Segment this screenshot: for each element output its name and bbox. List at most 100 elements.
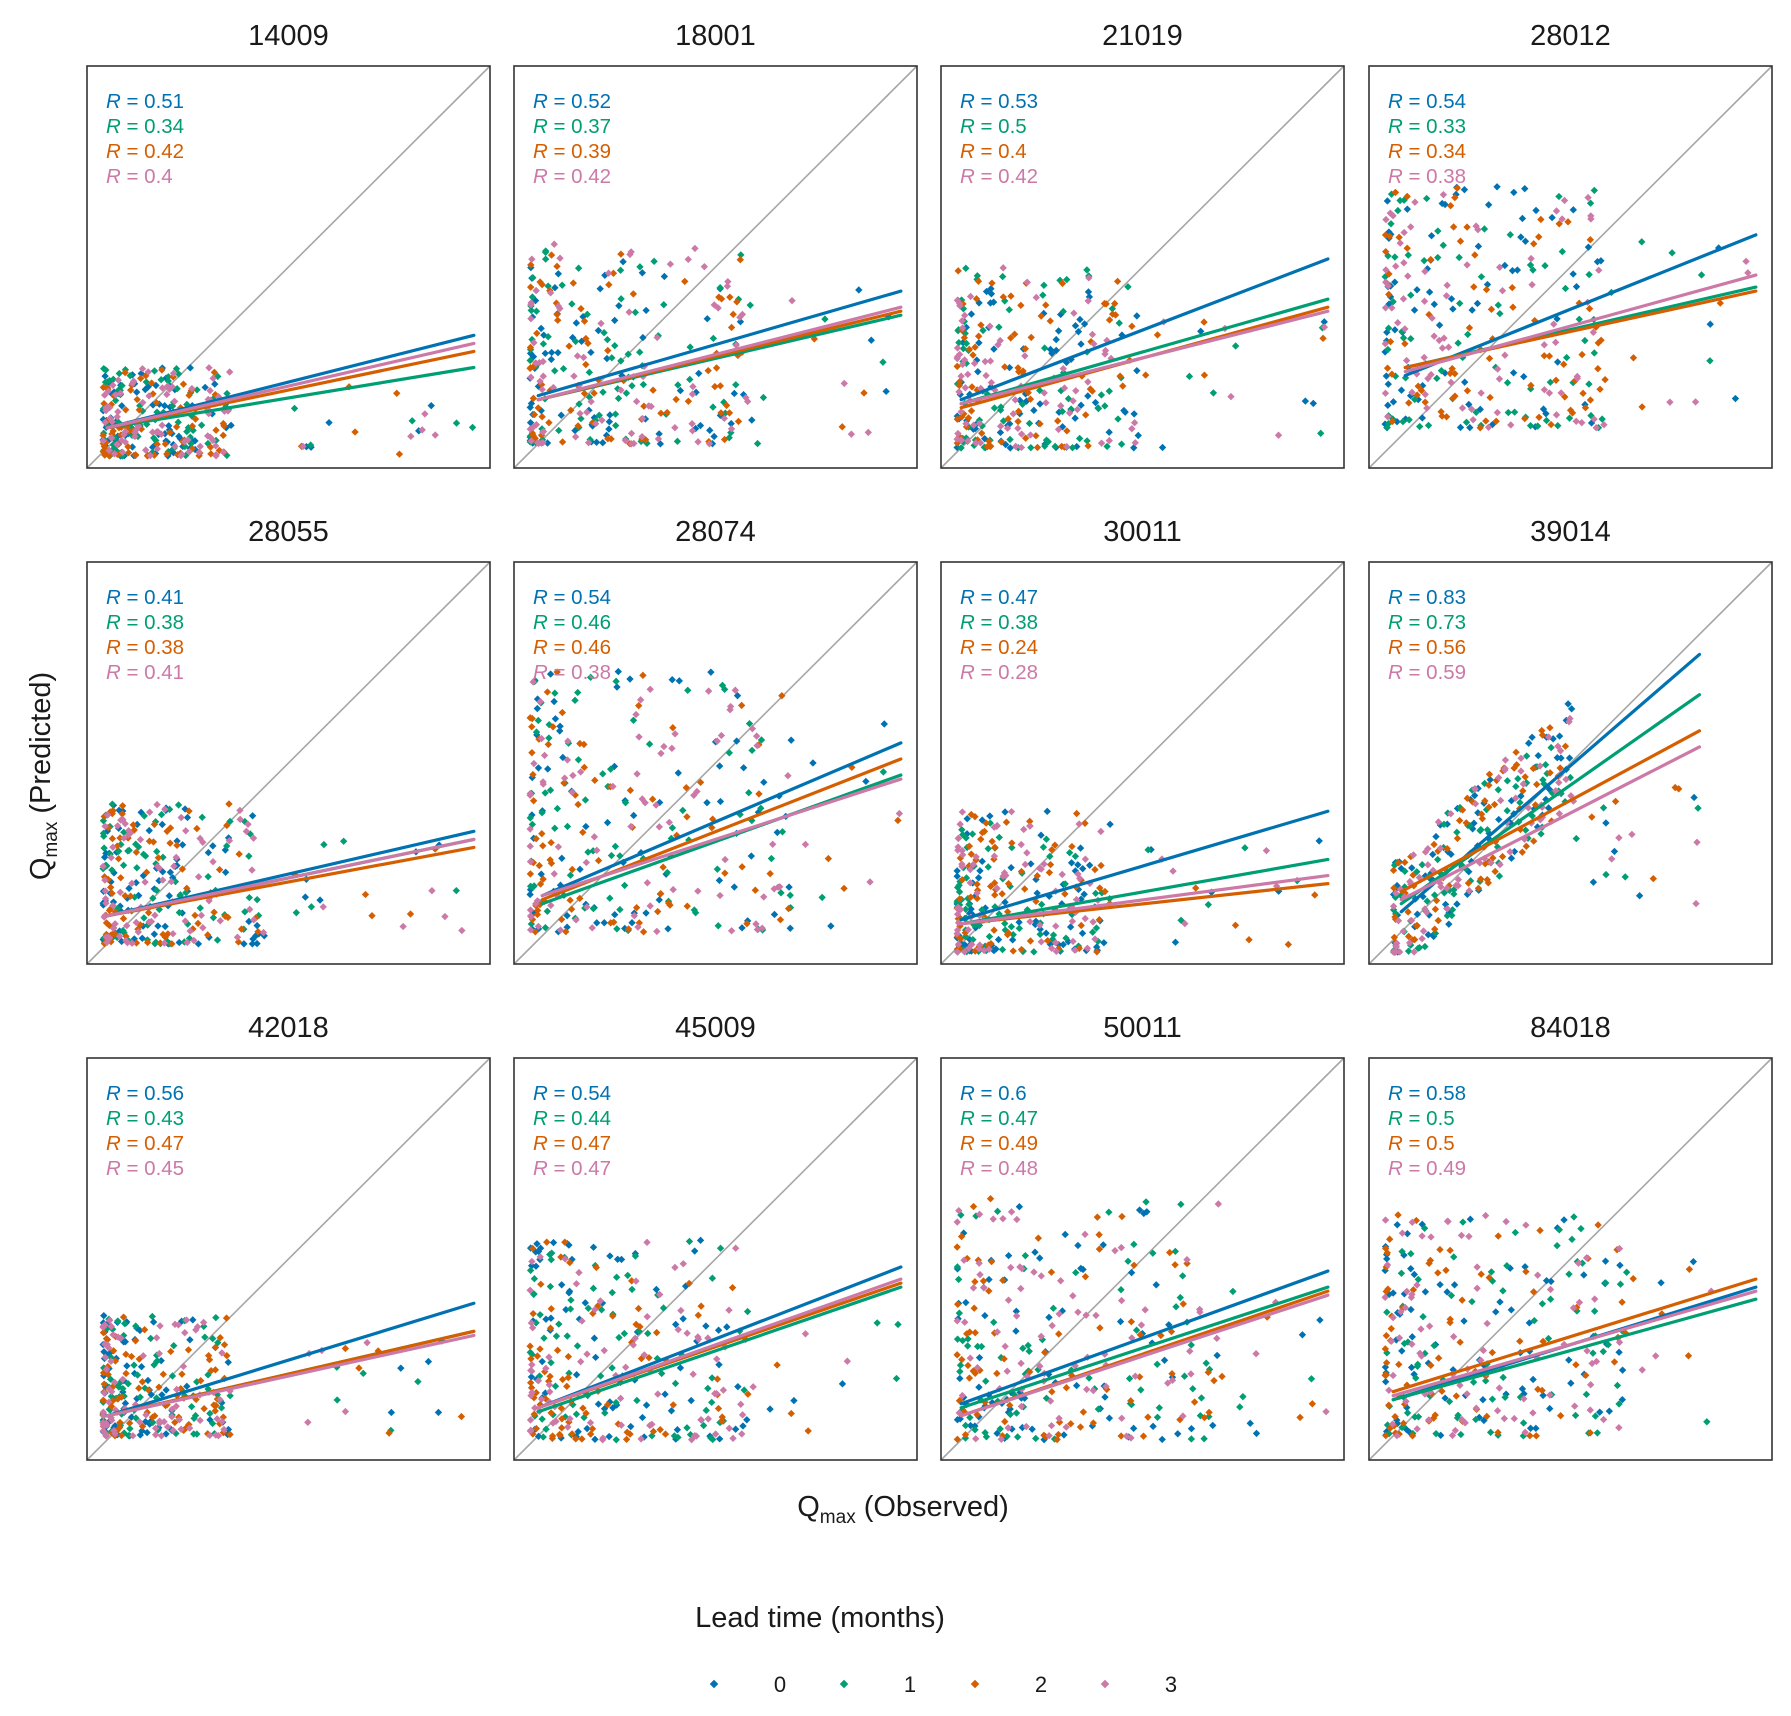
scatter-point [121, 892, 129, 900]
scatter-point [1383, 197, 1392, 205]
scatter-point [753, 741, 761, 750]
scatter-point [1629, 1274, 1637, 1283]
scatter-point [1186, 1347, 1194, 1355]
scatter-point [1135, 1206, 1144, 1214]
scatter-point [1599, 804, 1608, 812]
scatter-point [215, 865, 224, 874]
scatter-point [721, 869, 729, 877]
scatter-point [696, 421, 705, 430]
scatter-point [879, 358, 887, 366]
scatter-point [964, 926, 972, 934]
scatter-point [748, 416, 756, 424]
scatter-point [534, 922, 543, 931]
scatter-point [1008, 843, 1016, 852]
regression-line-lead-3 [959, 873, 1330, 926]
scatter-point [955, 1206, 963, 1215]
scatter-point [168, 940, 176, 948]
scatter-point [694, 1311, 702, 1319]
scatter-point [138, 365, 147, 373]
scatter-point [1451, 1426, 1460, 1435]
r-value-label: R = 0.54 [1388, 90, 1466, 113]
scatter-point [526, 906, 535, 914]
scatter-point [979, 326, 987, 335]
scatter-point [1454, 882, 1462, 890]
scatter-point [1482, 417, 1490, 425]
scatter-point [1407, 1363, 1416, 1372]
scatter-point [1406, 877, 1414, 886]
scatter-point [577, 1358, 585, 1366]
scatter-point [663, 408, 671, 417]
r-value-label: R = 0.41 [106, 661, 184, 684]
scatter-point [652, 801, 660, 809]
scatter-point [1401, 340, 1409, 348]
scatter-point [653, 333, 661, 342]
scatter-point [1018, 1264, 1026, 1273]
scatter-point [199, 1318, 208, 1327]
scatter-point [590, 389, 598, 397]
scatter-point [1392, 262, 1400, 270]
scatter-point [621, 436, 630, 445]
scatter-point [174, 370, 183, 378]
scatter-point [963, 815, 971, 823]
scatter-point [1014, 417, 1022, 426]
scatter-point [1200, 318, 1208, 326]
scatter-point [1067, 859, 1076, 867]
scatter-point [534, 404, 542, 412]
scatter-point [1561, 284, 1570, 293]
scatter-point [319, 903, 327, 911]
scatter-point [1596, 1408, 1604, 1416]
scatter-point [1076, 315, 1084, 324]
scatter-point [1391, 326, 1399, 334]
scatter-point [776, 916, 785, 924]
scatter-point [748, 724, 757, 733]
scatter-point [223, 842, 231, 850]
scatter-point [1382, 1287, 1390, 1296]
scatter-point [971, 1278, 979, 1286]
scatter-point [566, 1415, 574, 1423]
scatter-point [549, 1419, 557, 1427]
scatter-point [553, 262, 561, 271]
scatter-point [253, 939, 261, 948]
scatter-point [1512, 748, 1520, 756]
scatter-point [707, 668, 715, 676]
scatter-point [184, 436, 192, 444]
scatter-point [1387, 220, 1395, 228]
scatter-point [1534, 751, 1542, 760]
scatter-point [526, 714, 534, 722]
scatter-point [201, 383, 209, 392]
scatter-point [1037, 938, 1045, 946]
scatter-point [1438, 344, 1447, 352]
scatter-point [624, 925, 633, 933]
scatter-point [128, 443, 137, 451]
scatter-point [674, 769, 682, 777]
scatter-point [691, 1247, 699, 1255]
scatter-point [123, 921, 131, 930]
scatter-point [1007, 863, 1015, 872]
scatter-point [760, 778, 768, 786]
scatter-point [1590, 186, 1598, 195]
scatter-point [1502, 1217, 1510, 1226]
scatter-point [1179, 1300, 1187, 1308]
scatter-point [1608, 855, 1616, 863]
scatter-point [1083, 1385, 1091, 1394]
scatter-point [1501, 351, 1509, 359]
scatter-point [104, 387, 112, 395]
scatter-point [532, 359, 540, 368]
scatter-point [1560, 360, 1568, 369]
scatter-point [1491, 867, 1499, 876]
scatter-point [107, 1322, 115, 1331]
scatter-point [1565, 754, 1574, 762]
scatter-point [732, 737, 741, 745]
scatter-point [1024, 1341, 1032, 1350]
scatter-point [122, 1369, 130, 1378]
scatter-point [1054, 1430, 1063, 1439]
scatter-point [1430, 891, 1439, 899]
scatter-point [1492, 1308, 1500, 1316]
panel-frame [513, 1057, 918, 1461]
scatter-point [1015, 918, 1023, 926]
scatter-point [1060, 1431, 1068, 1439]
scatter-point [1510, 847, 1519, 856]
scatter-point [551, 824, 559, 832]
scatter-point [966, 879, 974, 887]
scatter-point [351, 428, 359, 436]
